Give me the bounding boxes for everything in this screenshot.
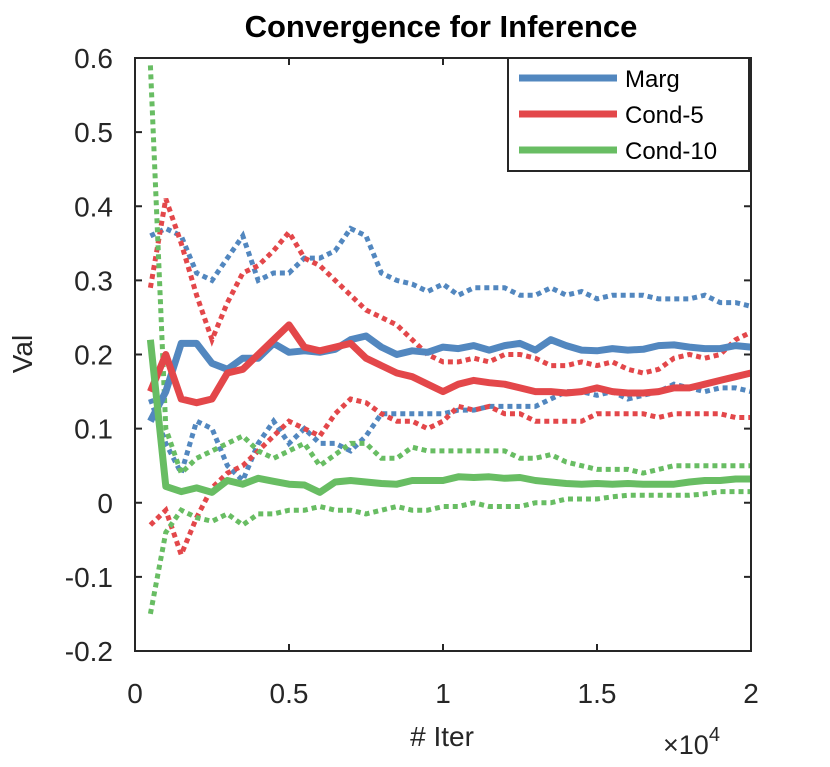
- y-tick-label: -0.2: [65, 636, 113, 667]
- series-marg-lower-line: [148, 381, 752, 485]
- y-tick-label: 0.3: [74, 265, 113, 296]
- x-tick-label: 1: [435, 678, 451, 709]
- series-marg-upper-line: [149, 225, 752, 309]
- legend-label-marg: Marg: [625, 66, 680, 93]
- y-tick-label: 0.2: [74, 340, 113, 371]
- y-axis-label: Val: [7, 335, 38, 373]
- y-tick-label: 0.4: [74, 191, 113, 222]
- series-cond-5-line: [147, 321, 752, 407]
- x-tick-label: 1.5: [578, 678, 617, 709]
- legend-label-cond-5: Cond-5: [625, 102, 704, 129]
- tick-label-layer: 0 0.5 1 1.5 2 -0.2 -0.1 0 0.1 0.2 0.3 0.4 0.5 0.6: [65, 43, 759, 709]
- x-tick-label: 0: [127, 678, 143, 709]
- series-marg-line: [147, 332, 752, 423]
- y-tick-label: 0.6: [74, 43, 113, 74]
- tick-layer: [134, 57, 752, 652]
- series-cond-5-lower-line: [148, 396, 751, 562]
- legend: Marg Cond-5 Cond-10: [507, 57, 750, 172]
- x-multiplier-exponent: 4: [709, 724, 720, 746]
- y-tick-label: 0.1: [74, 414, 113, 445]
- series-cond-5-upper-line: [147, 197, 753, 376]
- series-cond-10-upper-line: [147, 65, 751, 478]
- y-tick-label: -0.1: [65, 562, 113, 593]
- y-tick-label: 0: [97, 488, 113, 519]
- legend-label-cond-10: Cond-10: [625, 138, 717, 165]
- chart-title: Convergence for Inference: [245, 9, 638, 44]
- x-tick-label: 0.5: [270, 678, 309, 709]
- x-multiplier: ×104: [663, 724, 720, 760]
- series-cond-10-line: [146, 339, 751, 496]
- series-cond-10-lower-line: [147, 489, 751, 615]
- series-layer: [146, 65, 753, 615]
- x-axis-label: # Iter: [410, 721, 474, 752]
- x-multiplier-base: ×10: [663, 730, 709, 760]
- x-tick-label: 2: [743, 678, 759, 709]
- y-tick-label: 0.5: [74, 117, 113, 148]
